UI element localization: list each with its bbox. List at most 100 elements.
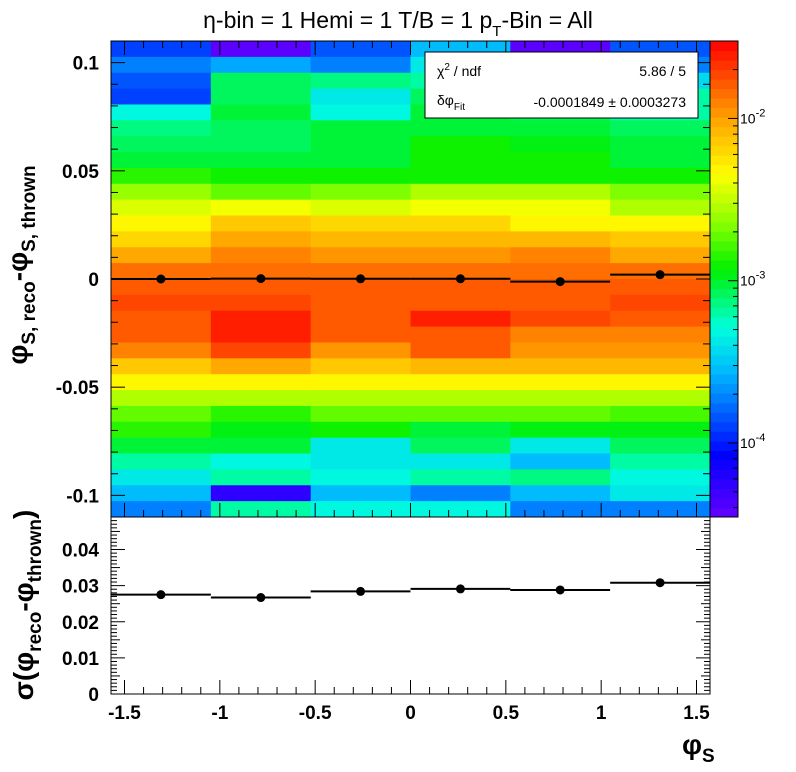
- heatmap-cell: [210, 56, 312, 74]
- heatmap-cell: [610, 390, 711, 407]
- palette-level: [710, 221, 738, 232]
- bottom-x-tick-label: -1.5: [108, 703, 141, 724]
- bottom-x-tick-label: 0: [405, 703, 416, 724]
- heatmap-cell: [610, 374, 711, 391]
- palette-level: [710, 269, 738, 280]
- palette-level: [710, 431, 738, 442]
- bottom-x-tick-label: -1: [211, 703, 228, 724]
- heatmap-cell: [310, 374, 411, 391]
- palette-level: [710, 326, 738, 337]
- heatmap-cell: [210, 374, 312, 391]
- heatmap-cell: [510, 183, 611, 201]
- sigma-series: [111, 578, 710, 603]
- heatmap-cell: [210, 405, 312, 423]
- heatmap-cell: [510, 279, 611, 296]
- heatmap-cell: [111, 263, 212, 280]
- heatmap-cell: [310, 342, 411, 359]
- heatmap-cell: [610, 199, 711, 217]
- heatmap-cell: [510, 120, 611, 137]
- palette-level: [710, 174, 738, 185]
- heatmap-cell: [410, 390, 511, 407]
- heatmap-cell: [210, 294, 312, 312]
- heatmap-cell: [210, 199, 312, 217]
- palette-level: [710, 107, 738, 118]
- heatmap-cell: [410, 263, 511, 280]
- heatmap-cell: [310, 120, 411, 137]
- heatmap-cell: [510, 437, 611, 455]
- heatmap-cell: [210, 342, 312, 359]
- palette-level: [710, 488, 738, 499]
- heatmap-cell: [111, 358, 212, 375]
- heatmap-cell: [210, 167, 312, 185]
- palette-level: [710, 279, 738, 290]
- palette-level: [710, 355, 738, 366]
- heatmap-cell: [210, 263, 312, 280]
- heatmap-cell: [410, 215, 511, 232]
- heatmap-cell: [310, 501, 411, 518]
- heatmap-cell: [210, 72, 312, 90]
- x-axis-title: φS: [682, 729, 715, 767]
- heatmap-cell: [111, 56, 212, 74]
- heatmap-cell: [210, 152, 312, 169]
- palette-tick-label: 10-4: [740, 432, 765, 451]
- heatmap-cell: [610, 231, 711, 248]
- palette-level: [710, 202, 738, 213]
- heatmap-cell: [310, 437, 411, 455]
- heatmap-cell: [610, 453, 711, 470]
- heatmap-cell: [111, 294, 212, 312]
- heatmap-cell: [111, 104, 212, 121]
- palette-level: [710, 240, 738, 251]
- heatmap-cell: [310, 405, 411, 423]
- heatmap-cell: [510, 390, 611, 407]
- heatmap-cell: [111, 41, 212, 58]
- heatmap-cell: [210, 326, 312, 343]
- heatmap-cell: [310, 247, 411, 264]
- heatmap-cell: [210, 358, 312, 375]
- top-y-tick-label: 0.05: [62, 162, 99, 183]
- heatmap-cell: [111, 326, 212, 343]
- heatmap-cell: [310, 104, 411, 121]
- heatmap-cell: [510, 469, 611, 486]
- sigma-point: [455, 584, 465, 594]
- heatmap-cell: [610, 183, 711, 201]
- heatmap-cell: [210, 41, 312, 58]
- profile-point: [455, 274, 465, 284]
- palette-level: [710, 459, 738, 470]
- heatmap-cell: [111, 342, 212, 359]
- heatmap-cell: [310, 231, 411, 248]
- heatmap-cell: [410, 374, 511, 391]
- bottom-x-tick-label: 1.5: [683, 703, 710, 724]
- stats-dphi-value: -0.0001849 ± 0.0003273: [534, 94, 687, 110]
- stats-chi2-value: 5.86 / 5: [639, 63, 686, 79]
- heatmap-cell: [610, 247, 711, 264]
- palette-level: [710, 374, 738, 385]
- heatmap-cell: [111, 183, 212, 201]
- heatmap-cell: [310, 390, 411, 407]
- sigma-point: [655, 578, 665, 588]
- heatmap-cell: [111, 310, 212, 328]
- bottom-y-tick-label: 0: [88, 685, 99, 706]
- top-y-tick-label: -0.1: [66, 486, 99, 507]
- heatmap-cell: [610, 405, 711, 423]
- heatmap-cell: [310, 326, 411, 343]
- top-y-tick-label: 0: [88, 270, 99, 291]
- heatmap-cell: [610, 342, 711, 359]
- heatmap-cell: [111, 390, 212, 407]
- heatmap-cell: [510, 247, 611, 264]
- top-y-tick-label: 0.1: [73, 54, 100, 75]
- heatmap-cell: [510, 263, 611, 280]
- heatmap-cell: [210, 215, 312, 232]
- heatmap-cell: [210, 501, 312, 518]
- top-y-axis-title: φS, reco-φS, thrown: [2, 165, 40, 364]
- heatmap-cell: [310, 56, 411, 74]
- palette-level: [710, 336, 738, 347]
- heatmap-cell: [510, 453, 611, 470]
- heatmap-cell: [111, 152, 212, 169]
- palette-level: [710, 440, 738, 451]
- palette-level: [710, 317, 738, 328]
- heatmap-cell: [310, 279, 411, 296]
- heatmap-cell: [610, 326, 711, 343]
- heatmap-cell: [111, 88, 212, 105]
- palette-level: [710, 421, 738, 432]
- heatmap-cell: [310, 485, 411, 502]
